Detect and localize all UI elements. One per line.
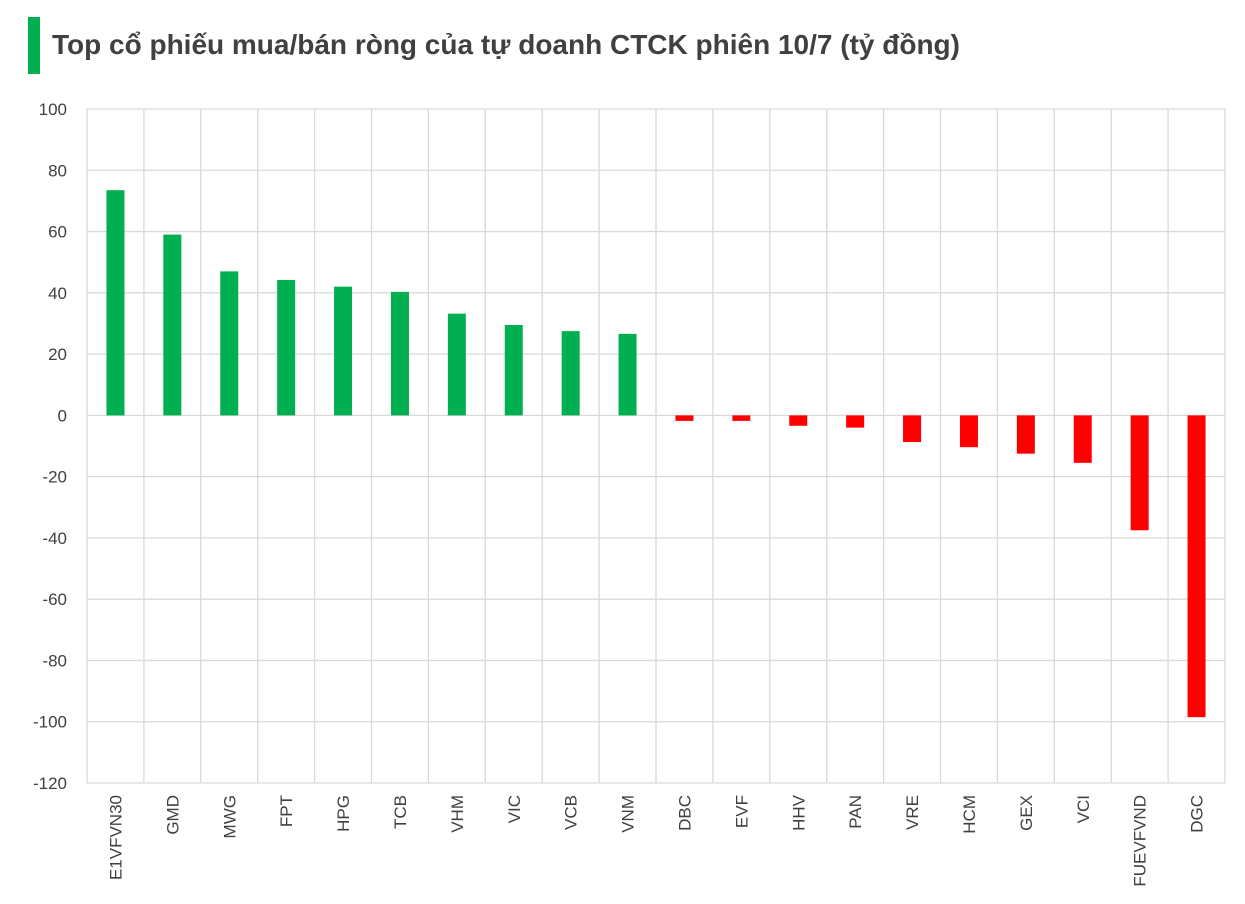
x-tick-label: DGC (1188, 795, 1207, 833)
y-tick-label: 0 (58, 406, 67, 425)
bar-mwg (220, 271, 239, 416)
x-axis-ticks: E1VFVN30 GMD MWG FPT HPG TCB VHM VIC VCB VNM DBC EV… (106, 794, 1206, 886)
y-tick-label: -40 (42, 529, 67, 548)
x-tick-label: E1VFVN30 (106, 795, 125, 880)
x-tick-label: VNM (619, 795, 638, 833)
y-tick-label: 40 (48, 284, 67, 303)
x-tick-label: GMD (163, 795, 182, 835)
x-tick-label: DBC (675, 795, 694, 831)
title-accent-bar (28, 16, 40, 74)
x-tick-label: GEX (1017, 795, 1036, 831)
x-tick-label: FPT (277, 795, 296, 827)
bar-vhm (447, 313, 466, 416)
bar-hhv (789, 415, 808, 426)
bar-vci (1073, 415, 1092, 463)
bar-fuevfvnd (1130, 415, 1149, 531)
x-tick-label: MWG (220, 795, 239, 838)
bar-pan (846, 415, 865, 428)
bar-hpg (334, 286, 353, 416)
y-axis-ticks: 100 80 60 40 20 0 -20 -40 -60 -80 -100 -120 (33, 100, 67, 793)
x-tick-label: HHV (789, 794, 808, 831)
bar-fpt (277, 279, 296, 416)
x-tick-label: EVF (732, 795, 751, 828)
x-tick-label: VIC (505, 795, 524, 823)
bar-evf (732, 415, 751, 421)
bar-vre (903, 415, 922, 443)
x-tick-label: VHM (448, 795, 467, 833)
y-tick-label: 80 (48, 161, 67, 180)
bar-gex (1016, 415, 1035, 454)
y-tick-label: 20 (48, 345, 67, 364)
x-tick-label: HCM (960, 795, 979, 834)
x-tick-label: PAN (846, 795, 865, 829)
x-tick-label: VCB (562, 795, 581, 830)
x-tick-label: TCB (391, 795, 410, 829)
x-tick-label: VRE (903, 795, 922, 830)
x-tick-label: VCI (1074, 795, 1093, 823)
bar-gmd (163, 234, 182, 416)
bar-dbc (675, 415, 694, 421)
chart-title: Top cổ phiếu mua/bán ròng của tự doanh C… (52, 29, 960, 60)
chart-header: Top cổ phiếu mua/bán ròng của tự doanh C… (28, 16, 960, 74)
x-tick-label: FUEVFVND (1131, 795, 1150, 887)
bar-tcb (390, 291, 409, 416)
bar-vnm (618, 333, 637, 416)
x-tick-label: HPG (334, 795, 353, 832)
bar-hcm (959, 415, 978, 448)
y-tick-label: -60 (42, 590, 67, 609)
y-tick-label: -100 (33, 713, 67, 732)
y-tick-label: -120 (33, 774, 67, 793)
bar-e1vfvn30 (106, 190, 125, 416)
grid-lines (86, 108, 1226, 784)
y-tick-label: 100 (39, 100, 67, 119)
bar-vcb (561, 331, 580, 416)
bars (106, 190, 1206, 718)
bar-vic (504, 324, 523, 416)
y-tick-label: 60 (48, 223, 67, 242)
y-tick-label: -80 (42, 651, 67, 670)
bar-dgc (1187, 415, 1206, 718)
y-tick-label: -20 (42, 468, 67, 487)
